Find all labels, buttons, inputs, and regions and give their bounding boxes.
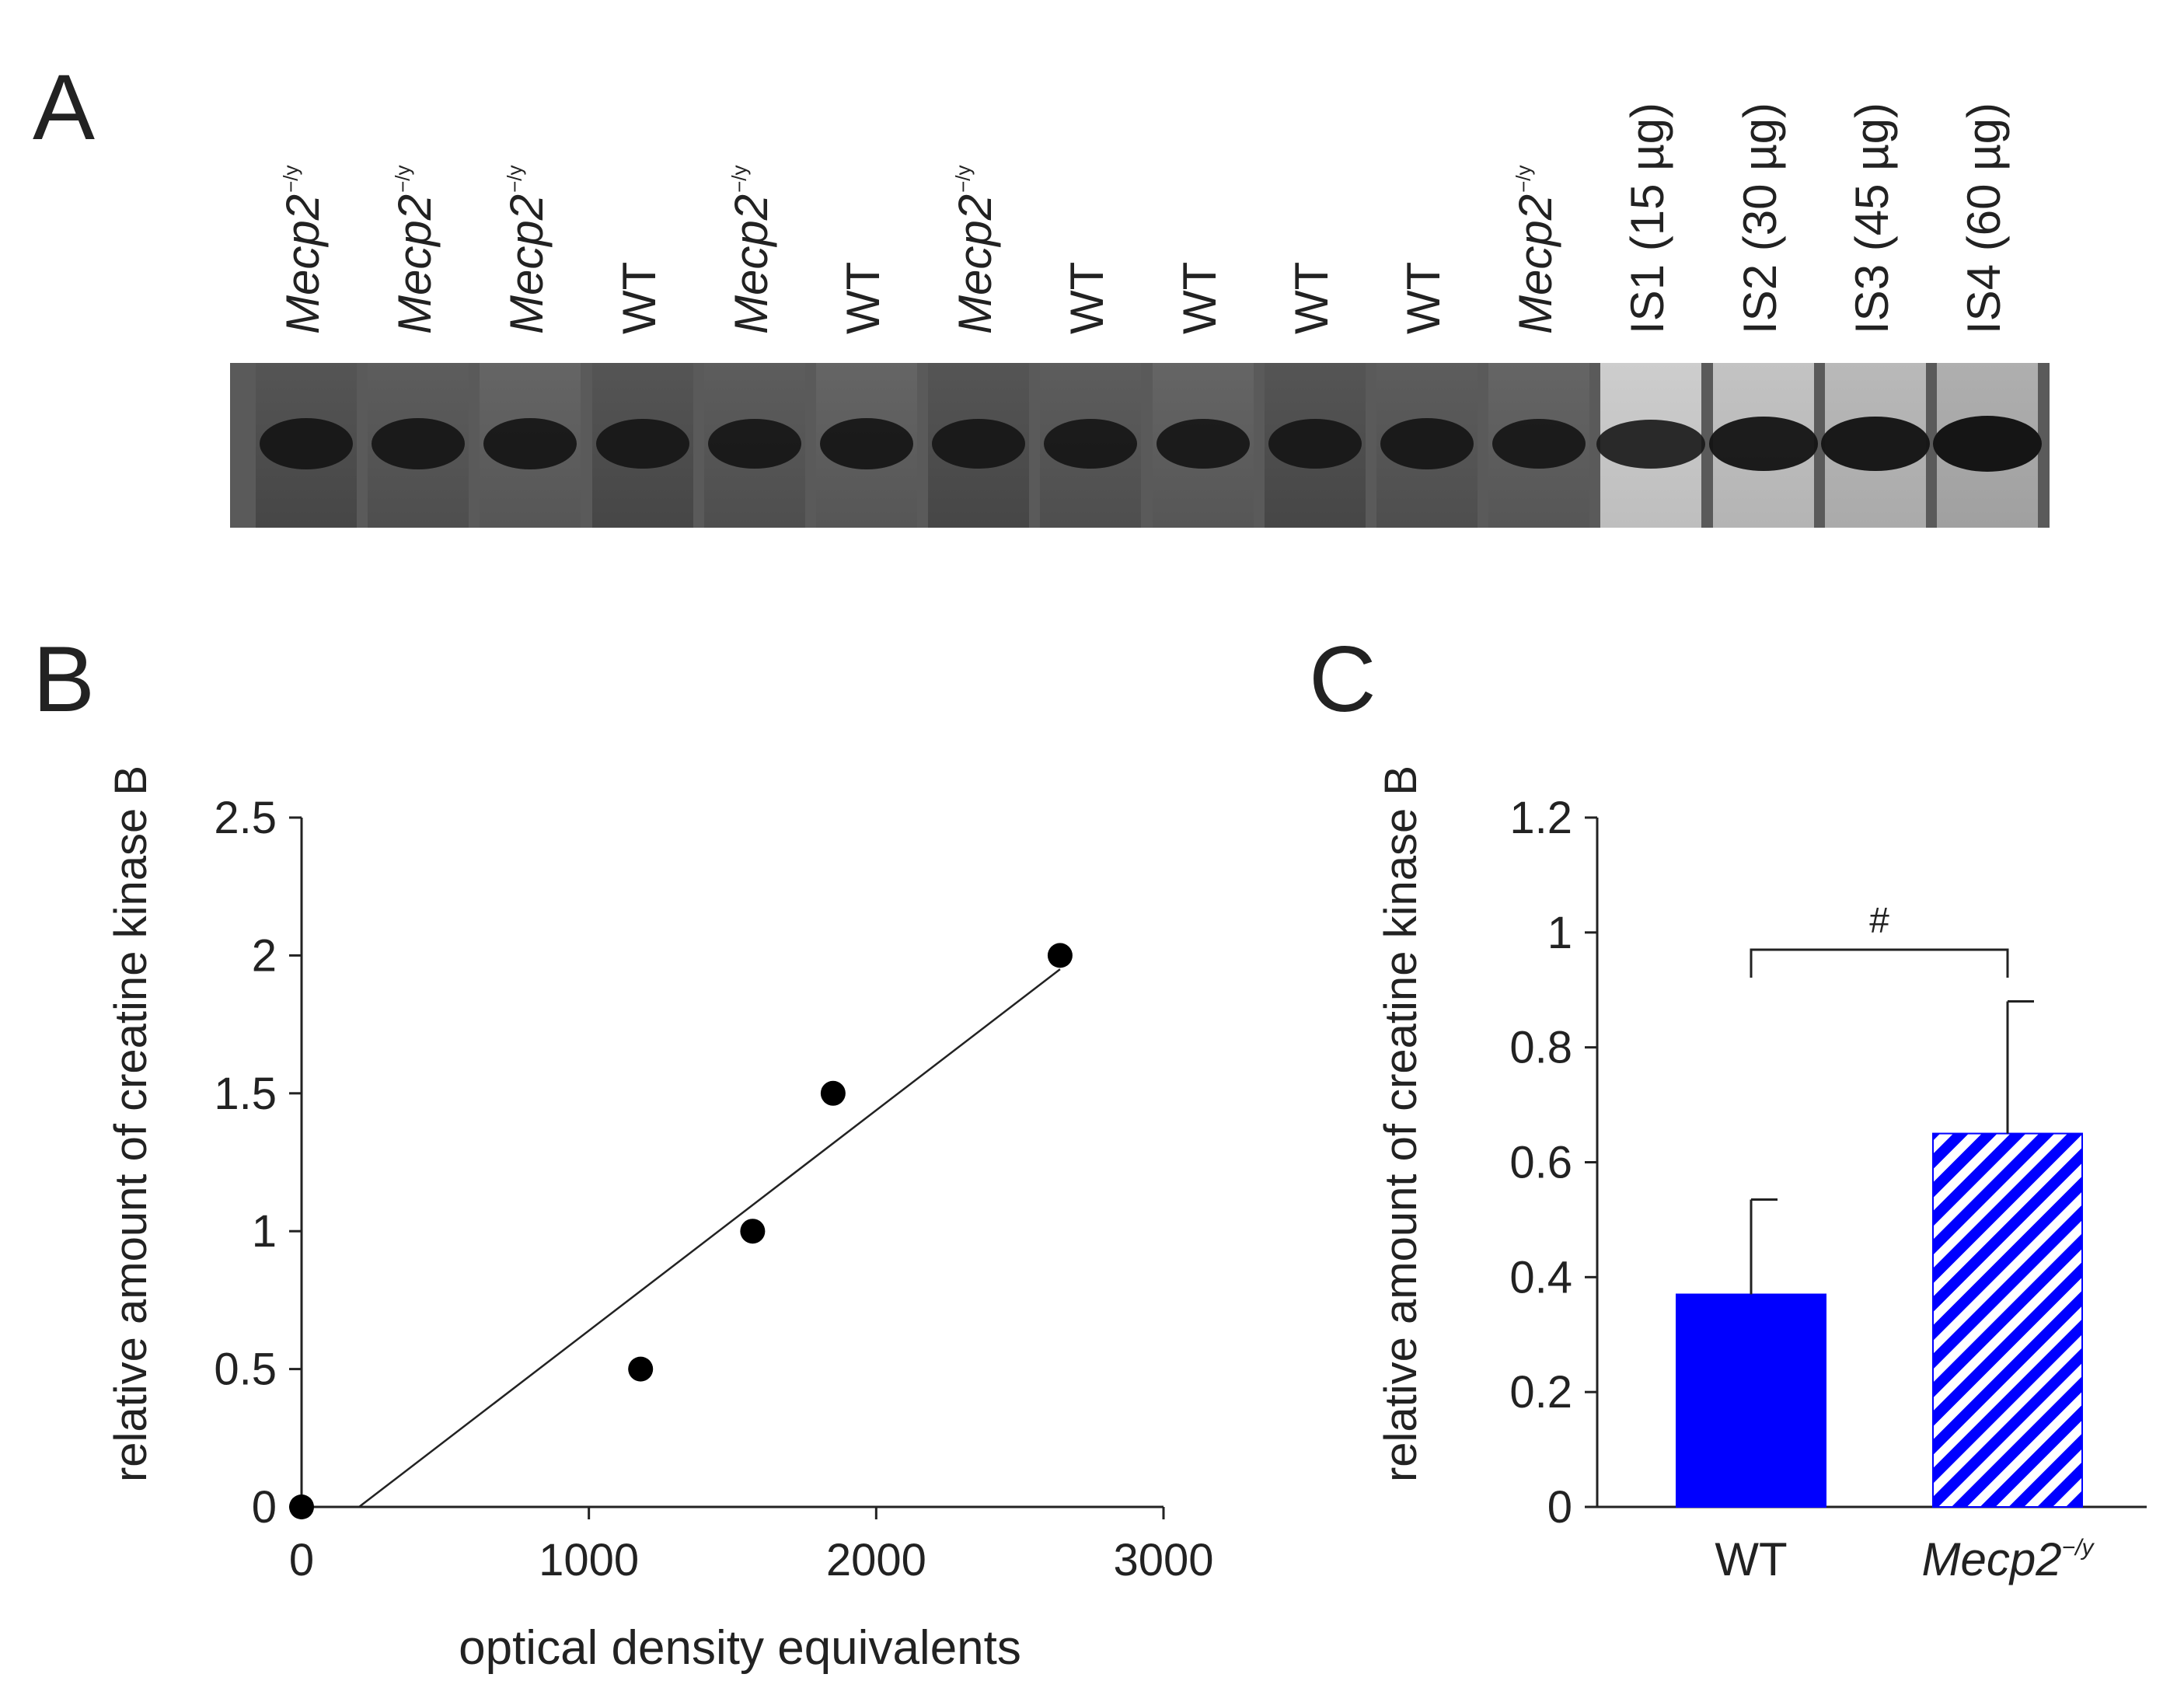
chart-c-y-tick-label: 0.8 [1509, 1023, 1572, 1073]
chart-b-scatter: 0 1000 2000 3000 0 0.5 1 1.5 2 2.5 optical densit… [106, 766, 1214, 1675]
blot-band [1268, 418, 1362, 469]
chart-c-significance-bracket [1750, 948, 2009, 978]
lane-label-superscript: −/y [391, 165, 415, 193]
lane-label: IS4 (60 µg) [1958, 102, 2010, 334]
lane-label: IS2 (30 µg) [1733, 102, 1786, 334]
lane-label-text: WT [837, 261, 889, 334]
chart-b-data-point [740, 1219, 766, 1244]
chart-b-x-tick-label: 2000 [826, 1535, 926, 1585]
lane-label: Mecp2−/y [949, 165, 1002, 334]
blot-band [595, 418, 689, 469]
chart-c-y-tick-label: 0.6 [1509, 1138, 1572, 1188]
chart-b-data-point [820, 1080, 846, 1106]
blot-band [1492, 418, 1586, 469]
chart-b-data-point [628, 1356, 654, 1382]
chart-b-y-tick-label: 2 [252, 930, 277, 981]
lane-label-text: Mecp2 [389, 194, 441, 334]
lane-label: WT [1285, 261, 1338, 334]
lane-label: WT [1397, 262, 1450, 334]
lane-label-text: Mecp2 [1509, 194, 1562, 334]
chart-b-y-tick-label: 0.5 [214, 1344, 277, 1395]
chart-c-y-tick-label: 0.2 [1509, 1367, 1572, 1418]
lane-label: WT [1061, 261, 1114, 334]
blot-band [260, 417, 353, 470]
lane-label-text: Mecp2 [277, 194, 329, 334]
lane-label-text: IS3 (45 µg) [1845, 102, 1898, 334]
blot-band [820, 417, 913, 470]
blot-band [1380, 417, 1474, 470]
blot-band [1820, 416, 1930, 472]
lane-label: Mecp2−/y [389, 165, 441, 334]
lane-label-text: Mecp2 [501, 194, 553, 334]
blot-band [1596, 419, 1706, 469]
lane-label-superscript: −/y [951, 165, 975, 193]
chart-c-y-axis-label: relative amount of creatine kinase B [1376, 766, 1426, 1482]
chart-c-bar: 0 0.2 0.4 0.6 0.8 1 1.2 WT Mecp2−/y # relative a… [1376, 766, 2147, 1585]
panel-label-c: C [1309, 627, 1376, 731]
chart-b-y-tick-label: 1.5 [214, 1069, 277, 1119]
lane-label-text: IS1 (15 µg) [1621, 102, 1674, 334]
lane-label: IS3 (45 µg) [1845, 102, 1898, 334]
blot-band [372, 417, 466, 470]
chart-c-y-tick-label: 1.2 [1509, 793, 1572, 843]
blot-band [1156, 418, 1250, 469]
chart-b-x-tick-label: 0 [289, 1535, 314, 1585]
lane-label-superscript: −/y [279, 165, 302, 193]
lane-label: Mecp2−/y [501, 165, 553, 334]
lane-label-text: WT [612, 261, 665, 334]
chart-b-y-axis-label: relative amount of creatine kinase B [106, 766, 156, 1482]
lane-label: Mecp2−/y [724, 165, 777, 334]
chart-c-bar [1932, 1132, 2083, 1508]
lane-label-text: IS2 (30 µg) [1733, 102, 1786, 334]
blot-band [483, 417, 577, 470]
chart-c-significance-marker: # [1869, 900, 1889, 940]
lane-label-text: WT [1397, 261, 1450, 334]
panel-label-b: B [33, 627, 96, 731]
blot-band [1044, 418, 1138, 469]
chart-b-fit-line [358, 968, 1061, 1508]
lane-label: WT [612, 261, 665, 334]
lane-label: Mecp2−/y [1509, 165, 1562, 334]
lane-label-superscript: −/y [1512, 165, 1536, 193]
chart-c-category-label: WT [1715, 1533, 1787, 1585]
lane-label-text: Mecp2 [949, 194, 1002, 334]
chart-b-data-point [1047, 943, 1073, 968]
chart-c-category-label: Mecp2−/y [1922, 1533, 2095, 1585]
chart-b-y-tick-label: 0 [252, 1482, 277, 1533]
chart-b-x-tick-label: 3000 [1113, 1535, 1213, 1585]
blot-band [707, 418, 801, 469]
panel-label-a: A [33, 55, 96, 159]
chart-c-y-tick-label: 0 [1547, 1482, 1572, 1533]
chart-c-y-tick-label: 0.4 [1509, 1252, 1572, 1303]
lane-label-superscript: −/y [727, 165, 751, 193]
lane-label-superscript: −/y [503, 165, 527, 193]
lane-label-text: IS4 (60 µg) [1958, 102, 2010, 334]
chart-b-data-point [289, 1494, 314, 1519]
lane-label: IS1 (15 µg) [1621, 102, 1674, 334]
lane-label: WT [1173, 261, 1226, 334]
lane-label-text: WT [1173, 261, 1226, 334]
chart-b-y-tick-label: 1 [252, 1206, 277, 1257]
blot-band [1708, 417, 1818, 471]
chart-c-bar [1676, 1293, 1826, 1508]
chart-c-y-tick-label: 1 [1547, 908, 1572, 958]
lane-label-text: WT [1061, 261, 1114, 334]
lane-label-text: Mecp2 [724, 194, 777, 334]
chart-b-x-axis-label: optical density equivalents [459, 1621, 1021, 1675]
chart-b-x-tick-label: 1000 [539, 1535, 639, 1585]
chart-b-y-tick-label: 2.5 [214, 793, 277, 843]
lane-label-text: WT [1285, 261, 1338, 334]
lane-label: Mecp2−/y [277, 165, 329, 334]
western-blot-image [230, 363, 2050, 528]
blot-band [932, 418, 1026, 469]
lane-label: WT [837, 261, 889, 334]
blot-band [1933, 416, 2042, 472]
